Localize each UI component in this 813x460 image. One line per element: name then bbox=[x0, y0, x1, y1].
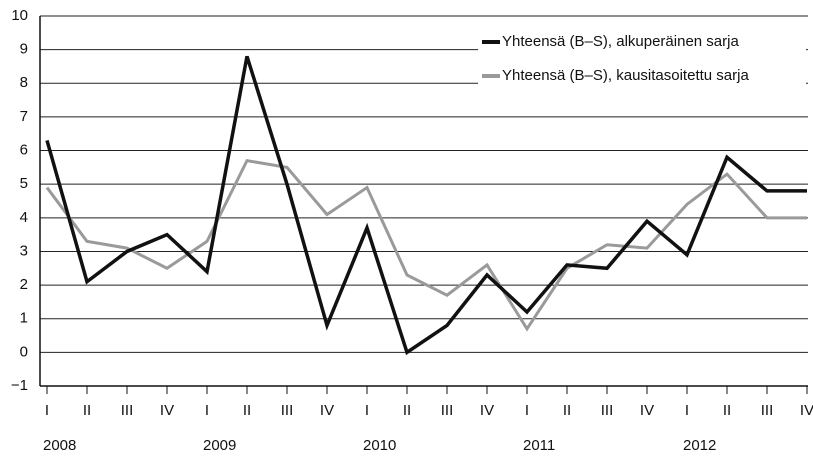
y-tick-label: 1 bbox=[20, 310, 28, 327]
year-label: 2012 bbox=[683, 437, 716, 454]
legend-label: Yhteensä (B–S), kausitasoitettu sarja bbox=[502, 67, 749, 84]
y-tick-label: 6 bbox=[20, 142, 28, 159]
x-tick-label: II bbox=[563, 402, 571, 419]
series-line bbox=[45, 158, 807, 332]
x-tick-label: II bbox=[403, 402, 411, 419]
x-tick-label: IV bbox=[160, 402, 174, 419]
y-tick-label: 4 bbox=[20, 209, 28, 226]
legend-bg bbox=[478, 66, 806, 86]
x-tick-label: II bbox=[723, 402, 731, 419]
y-tick-label: −1 bbox=[11, 377, 28, 394]
y-tick-label: 0 bbox=[20, 343, 28, 360]
x-tick-label: I bbox=[205, 402, 209, 419]
year-label: 2008 bbox=[43, 437, 76, 454]
x-tick-label: IV bbox=[480, 402, 494, 419]
x-tick-label: I bbox=[365, 402, 369, 419]
x-tick-label: IV bbox=[640, 402, 654, 419]
y-tick-label: 9 bbox=[20, 41, 28, 58]
x-tick-label: III bbox=[121, 402, 134, 419]
year-label: 2009 bbox=[203, 437, 236, 454]
x-tick-label: IV bbox=[320, 402, 334, 419]
x-tick-label: III bbox=[441, 402, 454, 419]
x-tick-label: II bbox=[243, 402, 251, 419]
x-tick-label: I bbox=[525, 402, 529, 419]
x-tick-label: III bbox=[281, 402, 294, 419]
series-line bbox=[45, 55, 807, 356]
y-tick-label: 3 bbox=[20, 242, 28, 259]
x-tick-label: III bbox=[761, 402, 774, 419]
y-tick-label: 2 bbox=[20, 276, 28, 293]
y-tick-label: 7 bbox=[20, 108, 28, 125]
x-tick-label: I bbox=[685, 402, 689, 419]
legend-label: Yhteensä (B–S), alkuperäinen sarja bbox=[502, 33, 739, 50]
y-tick-label: 5 bbox=[20, 175, 28, 192]
legend-bg bbox=[478, 32, 806, 52]
x-tick-label: II bbox=[83, 402, 91, 419]
x-tick-label: IV bbox=[800, 402, 813, 419]
year-label: 2010 bbox=[363, 437, 396, 454]
x-tick-label: I bbox=[45, 402, 49, 419]
year-label: 2011 bbox=[523, 437, 555, 454]
y-tick-label: 10 bbox=[11, 7, 28, 24]
x-tick-label: III bbox=[601, 402, 614, 419]
y-tick-label: 8 bbox=[20, 74, 28, 91]
